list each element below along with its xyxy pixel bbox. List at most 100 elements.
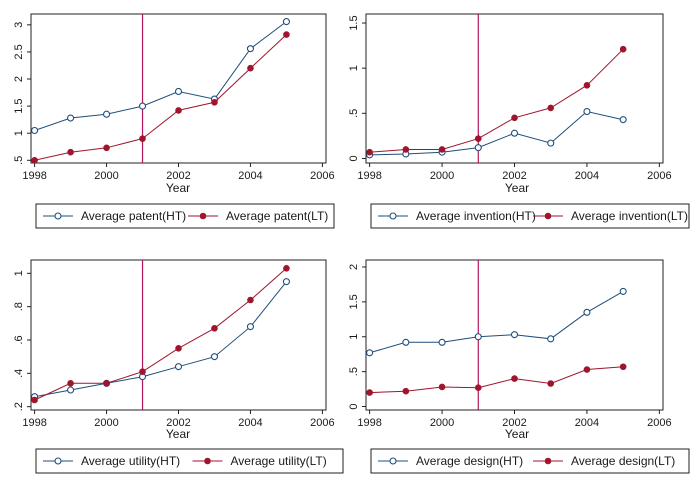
data-point-lt: [438, 383, 446, 391]
data-point-lt: [175, 107, 182, 114]
legend: Average utility(HT) Average utility(LT): [35, 448, 344, 474]
data-point-ht: [474, 144, 482, 152]
data-point-lt: [103, 380, 110, 387]
x-axis-title: Year: [166, 427, 190, 441]
series-line-lt: [34, 267, 287, 401]
y-tick-label: 2: [348, 264, 360, 270]
y-tick-label: 1.5: [348, 15, 360, 30]
x-tick-label: 2006: [310, 417, 334, 429]
legend-swatch-marker: [544, 457, 552, 465]
data-point-ht: [246, 323, 255, 331]
y-tick-label: 3: [13, 22, 25, 28]
legend-box: [370, 448, 690, 474]
x-tick-label: 1998: [22, 170, 46, 182]
x-tick-label: 2000: [94, 417, 118, 429]
chart-panel-1: .5 1 1.5 2 2.5 3 1998 2000 2002 2004 2006 Year Avera…: [13, 13, 335, 229]
legend-swatch-marker: [54, 457, 62, 465]
legend-swatch-marker: [544, 212, 552, 220]
data-point-lt: [247, 64, 254, 72]
y-tick-label: .8: [13, 302, 25, 311]
x-tick-label: 1998: [357, 417, 381, 429]
data-point-ht: [402, 338, 410, 346]
legend-label: Average utility(HT): [81, 454, 180, 468]
data-point-lt: [139, 135, 146, 142]
y-tick-label: 2.5: [13, 44, 25, 59]
y-tick-label: 0: [348, 155, 360, 161]
legend-box: [35, 448, 344, 474]
series-line-ht: [34, 21, 287, 131]
chart-panel-3: .2 .4 .6 .8 1 1998 2000 2002 2004 2006 Year Average…: [13, 259, 344, 474]
y-tick-label: 2: [13, 76, 25, 82]
legend-swatch-marker: [389, 212, 397, 220]
legend-label: Average invention(HT): [416, 209, 536, 223]
x-tick-label: 2006: [310, 170, 334, 182]
x-tick-label: 2004: [238, 170, 262, 182]
legend-swatch-marker: [389, 457, 397, 465]
data-point-lt: [583, 366, 591, 373]
data-point-ht: [67, 386, 75, 394]
y-tick-label: 1.5: [348, 294, 360, 309]
data-point-ht: [31, 126, 39, 135]
data-point-ht: [210, 353, 219, 361]
data-point-ht: [619, 287, 627, 295]
data-point-lt: [547, 380, 555, 387]
chart-panel-2: 0 .5 1 1.5 1998 2000 2002 2004 2006 Year Average i…: [348, 13, 690, 229]
data-point-lt: [402, 146, 410, 153]
data-point-lt: [283, 265, 290, 272]
y-tick-label: 1.5: [13, 98, 25, 113]
data-point-ht: [174, 87, 183, 96]
data-point-ht: [174, 363, 183, 371]
data-point-lt: [511, 375, 518, 382]
data-point-lt: [31, 156, 38, 164]
data-point-lt: [511, 114, 518, 122]
x-tick-label: 2004: [238, 417, 262, 429]
data-point-lt: [547, 104, 555, 112]
x-tick-label: 2006: [647, 170, 671, 182]
x-tick-label: 2000: [94, 170, 118, 182]
y-tick-label: .5: [348, 367, 360, 376]
legend-label: Average design(HT): [416, 454, 523, 468]
legend-box: [370, 203, 690, 229]
x-tick-label: 2002: [166, 170, 190, 182]
data-point-lt: [438, 146, 446, 153]
x-tick-label: 1998: [22, 417, 46, 429]
data-point-ht: [474, 333, 482, 341]
y-tick-label: 1: [348, 65, 360, 71]
data-point-lt: [103, 144, 110, 152]
plot-area: [30, 259, 327, 411]
data-point-ht: [619, 116, 627, 124]
data-point-lt: [283, 31, 290, 38]
x-tick-label: 2006: [647, 417, 671, 429]
series-line-ht: [369, 110, 624, 156]
data-point-ht: [366, 349, 374, 357]
y-tick-label: 1: [13, 270, 25, 276]
data-point-ht: [510, 129, 519, 137]
legend-label: Average design(LT): [571, 454, 675, 468]
series-line-lt: [34, 34, 287, 161]
legend: Average patent(HT) Average patent(LT): [35, 203, 335, 229]
legend-box: [35, 203, 335, 229]
data-point-lt: [175, 345, 182, 352]
data-point-lt: [67, 380, 74, 387]
x-axis-title: Year: [505, 181, 529, 195]
series-line-ht: [34, 281, 287, 398]
data-point-ht: [67, 114, 75, 122]
y-tick-label: .2: [13, 402, 25, 411]
data-point-lt: [211, 99, 218, 106]
x-tick-label: 2000: [430, 170, 454, 182]
x-tick-label: 2002: [166, 417, 190, 429]
data-point-lt: [67, 148, 74, 156]
y-tick-label: 1: [348, 334, 360, 340]
series-line-lt: [369, 48, 624, 153]
data-point-ht: [282, 18, 290, 26]
data-point-lt: [139, 368, 146, 375]
y-tick-label: .6: [13, 335, 25, 344]
data-point-lt: [211, 325, 218, 332]
x-axis-title: Year: [166, 181, 190, 195]
data-point-ht: [438, 338, 446, 346]
legend-label: Average patent(LT): [226, 209, 328, 223]
data-point-ht: [246, 45, 255, 53]
y-tick-label: .5: [348, 109, 360, 118]
y-tick-label: .5: [13, 156, 25, 165]
